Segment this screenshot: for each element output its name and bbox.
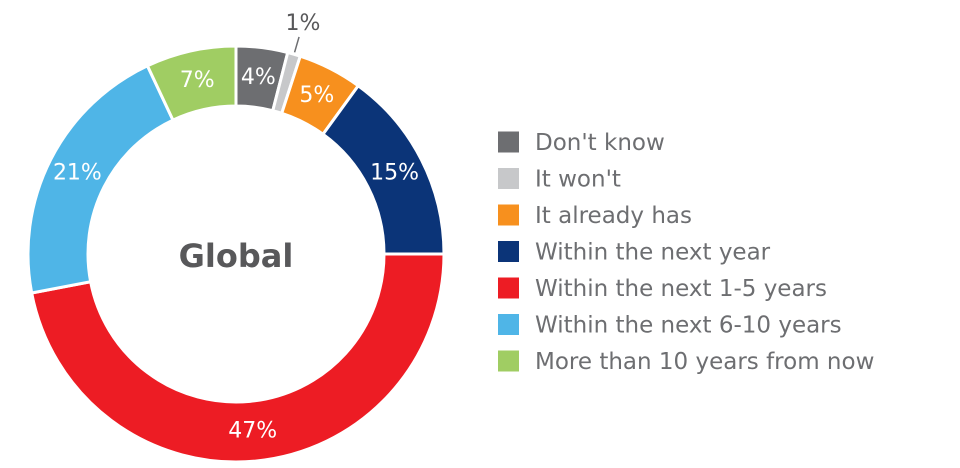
- legend-swatch-0: [498, 131, 519, 153]
- legend-label-2: It already has: [535, 203, 692, 229]
- slice-label-2: 5%: [299, 83, 334, 108]
- slice-label-0: 4%: [241, 65, 276, 90]
- legend-swatch-6: [498, 350, 519, 372]
- slice-leader-1: [293, 36, 300, 53]
- legend: Don't know It won't It already has Within t…: [498, 130, 874, 375]
- slice-label-5: 21%: [53, 161, 102, 186]
- legend-swatch-4: [498, 277, 519, 299]
- legend-label-0: Don't know: [535, 130, 665, 156]
- slice-label-3: 15%: [370, 161, 419, 186]
- legend-label-5: Within the next 6-10 years: [535, 313, 842, 339]
- legend-swatch-3: [498, 241, 519, 262]
- slice-labels: 4% 1% 5% 15% 47% 21% 7%: [53, 11, 419, 444]
- donut-slices: [26, 44, 446, 464]
- legend-label-3: Within the next year: [535, 240, 771, 266]
- legend-swatch-2: [498, 204, 519, 226]
- legend-label-4: Within the next 1-5 years: [535, 276, 827, 302]
- slice-label-4: 47%: [228, 419, 277, 444]
- slice-4: [29, 252, 446, 464]
- slice-6: [145, 44, 238, 123]
- slice-label-1: 1%: [286, 11, 321, 36]
- legend-swatch-5: [498, 314, 519, 335]
- legend-label-6: More than 10 years from now: [535, 349, 874, 375]
- center-label: Global: [179, 237, 294, 275]
- legend-label-1: It won't: [535, 167, 621, 193]
- legend-swatch-1: [498, 168, 519, 189]
- slice-label-6: 7%: [180, 68, 215, 93]
